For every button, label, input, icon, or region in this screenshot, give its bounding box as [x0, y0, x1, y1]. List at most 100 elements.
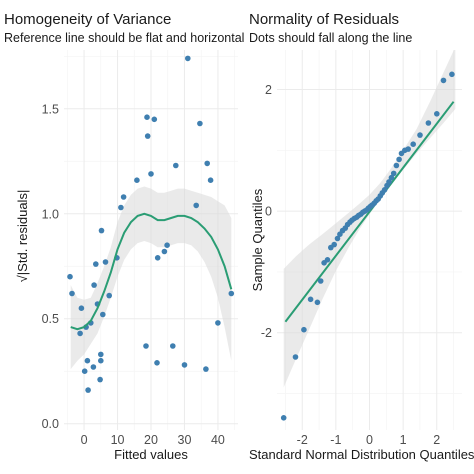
normality-x-tick-label: -2	[297, 433, 308, 447]
normality-title: Normality of Residuals	[249, 11, 399, 28]
homogeneity-point	[228, 290, 235, 297]
homogeneity-points	[67, 55, 235, 393]
homogeneity-y-tick-label: 1.0	[42, 207, 59, 221]
normality-reference-group	[284, 101, 455, 323]
normality-x-tick-label: 0	[366, 433, 373, 447]
homogeneity-point	[207, 177, 214, 183]
homogeneity-point	[134, 177, 140, 183]
normality-point	[292, 354, 299, 360]
normality-point	[386, 179, 392, 185]
homogeneity-point	[173, 162, 179, 169]
homogeneity-point	[102, 259, 109, 265]
homogeneity-y-tick-label: 0.5	[42, 312, 59, 326]
normality-point	[301, 326, 307, 333]
homogeneity-point	[106, 292, 112, 299]
homogeneity-point	[98, 227, 105, 234]
normality-point	[393, 162, 400, 169]
homogeneity-point	[84, 357, 91, 364]
normality-point	[280, 415, 287, 421]
normality-point	[381, 187, 388, 193]
normality-point	[317, 278, 324, 284]
normality-ticks: -2 -1 0 1 2 -2 0 2	[261, 83, 440, 447]
homogeneity-point	[100, 311, 106, 318]
homogeneity-point	[69, 290, 75, 297]
normality-point	[417, 132, 423, 138]
homogeneity-x-tick-label: 10	[111, 433, 125, 447]
homogeneity-point	[98, 351, 104, 358]
normality-point	[390, 170, 397, 177]
homogeneity-point	[120, 194, 127, 200]
homogeneity-point	[97, 376, 103, 383]
homogeneity-point	[154, 254, 161, 261]
homogeneity-point	[204, 160, 210, 167]
homogeneity-point	[185, 55, 191, 62]
homogeneity-point	[93, 261, 99, 267]
homogeneity-point	[197, 120, 203, 127]
homogeneity-ticks: 0 10 20 30 40 0.0 0.5 1.0 1.5	[42, 102, 225, 447]
homogeneity-panel: 0 10 20 30 40 0.0 0.5 1.0 1.5 Homogeneity of Var…	[4, 11, 244, 462]
normality-reference-line	[284, 101, 455, 323]
homogeneity-point	[151, 116, 158, 123]
homogeneity-subtitle: Reference line should be flat and horizo…	[4, 31, 244, 45]
normality-point	[425, 120, 432, 126]
normality-point	[410, 141, 417, 147]
normality-subtitle: Dots should fall along the line	[249, 31, 412, 45]
homogeneity-point	[98, 357, 104, 364]
homogeneity-point	[91, 282, 97, 288]
normality-point	[331, 241, 338, 248]
normality-point	[440, 77, 447, 84]
normality-point	[388, 174, 395, 181]
homogeneity-smooth-group	[70, 212, 233, 331]
normality-points	[280, 71, 455, 421]
homogeneity-point	[78, 305, 85, 312]
normality-point	[307, 296, 314, 303]
subtitle-mask	[244, 28, 474, 46]
homogeneity-point	[144, 114, 150, 120]
homogeneity-point	[143, 343, 149, 349]
homogeneity-smooth-line	[70, 212, 233, 331]
homogeneity-y-tick-label: 0.0	[42, 417, 59, 431]
homogeneity-point	[90, 364, 97, 370]
homogeneity-point	[144, 133, 151, 139]
normality-x-tick-label: 1	[400, 433, 407, 447]
normality-point	[396, 156, 402, 163]
normality-x-tick-label: -1	[330, 433, 341, 447]
homogeneity-point	[161, 248, 168, 255]
normality-x-tick-label: 2	[433, 433, 440, 447]
homogeneity-point	[203, 366, 209, 372]
homogeneity-x-tick-label: 40	[211, 433, 225, 447]
homogeneity-x-tick-label: 0	[81, 433, 88, 447]
homogeneity-confidence-ribbon	[70, 186, 232, 370]
homogeneity-title: Homogeneity of Variance	[4, 11, 171, 28]
normality-y-tick-label: -2	[261, 326, 272, 340]
homogeneity-x-tick-label: 30	[178, 433, 192, 447]
normality-y-axis-label: Sample Quantiles	[250, 188, 265, 291]
normality-point	[314, 299, 321, 306]
homogeneity-point	[85, 387, 91, 393]
homogeneity-ribbon-group	[70, 186, 232, 370]
normality-point	[405, 146, 412, 152]
normality-point	[434, 111, 440, 117]
normality-panel: -2 -1 0 1 2 -2 0 2 Normality of Residuals Dots …	[249, 11, 474, 462]
homogeneity-x-tick-label: 20	[144, 433, 158, 447]
homogeneity-point	[181, 362, 188, 368]
homogeneity-point	[77, 330, 83, 337]
homogeneity-point	[81, 368, 88, 375]
homogeneity-y-axis-label: √|Std. residuals|	[15, 190, 30, 283]
normality-y-tick-label: 2	[265, 83, 272, 97]
homogeneity-point	[215, 320, 221, 326]
homogeneity-y-tick-label: 1.5	[42, 102, 59, 116]
homogeneity-point	[193, 202, 199, 209]
normality-y-tick-label: 0	[265, 205, 272, 219]
homogeneity-x-axis-label: Fitted values	[114, 447, 188, 462]
homogeneity-point	[164, 242, 170, 248]
normality-point	[449, 71, 455, 78]
normality-point	[334, 235, 341, 242]
homogeneity-point	[148, 171, 154, 177]
homogeneity-point	[154, 360, 160, 366]
homogeneity-point	[118, 204, 124, 211]
homogeneity-point	[67, 273, 73, 280]
normality-point	[324, 257, 331, 263]
normality-x-axis-label: Standard Normal Distribution Quantiles	[249, 447, 474, 462]
